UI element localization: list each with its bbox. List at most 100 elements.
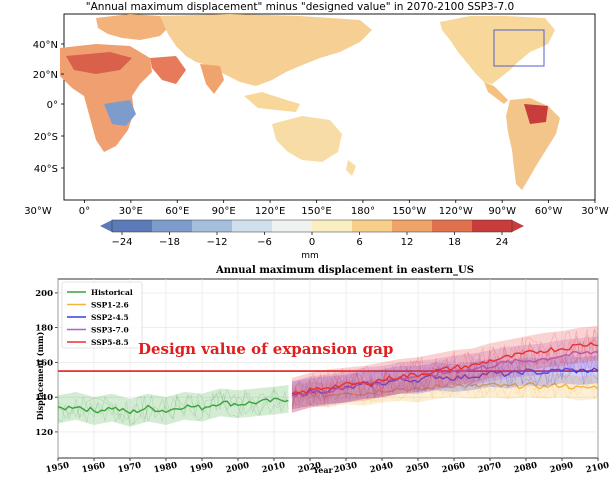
lon-tick-label: 60°E xyxy=(165,206,189,217)
series-member-SSP2-4.5 xyxy=(291,357,599,407)
series-band-SSP2-4.5 xyxy=(292,355,598,410)
legend-label: Historical xyxy=(91,288,133,297)
colorbar-segment xyxy=(312,220,353,232)
map-panel: "Annual maximum displacement" minus "des… xyxy=(24,1,609,261)
x-tick-label: 1960 xyxy=(81,461,106,476)
maritime-se-asia xyxy=(244,92,300,112)
series-member-Historical xyxy=(57,386,289,425)
x-tick-label: 2100 xyxy=(585,461,610,476)
series-member-SSP5-8.5 xyxy=(291,328,599,409)
arabia xyxy=(150,56,186,84)
series-member-SSP2-4.5 xyxy=(291,358,599,407)
x-tick-label: 1950 xyxy=(45,461,70,476)
y-tick-label: 200 xyxy=(35,289,53,299)
plot-frame xyxy=(57,278,599,459)
australia xyxy=(272,116,342,162)
colorbar-tick-label: −6 xyxy=(257,237,272,248)
colorbar-tick-label: 24 xyxy=(496,237,509,248)
series-band-SSP5-8.5 xyxy=(292,325,598,413)
colorbar-tick-label: 12 xyxy=(401,237,414,248)
amazon-positive xyxy=(524,104,548,124)
legend-box xyxy=(61,281,143,349)
series-band-SSP3-7.0 xyxy=(292,336,598,413)
series-line-SSP1-2.6 xyxy=(291,382,599,398)
colorbar-tick-label: 18 xyxy=(448,237,461,248)
colorbar-tick-label: 0 xyxy=(309,237,315,248)
x-tick-label: 1990 xyxy=(189,461,214,476)
x-tick-label: 2060 xyxy=(441,461,466,476)
lon-tick-label: 0° xyxy=(79,206,90,217)
colorbar-segment xyxy=(272,220,313,232)
line-chart-title: Annual maximum displacement in eastern_U… xyxy=(215,265,474,276)
colorbar-segment xyxy=(472,220,513,232)
colorbar-segment xyxy=(392,220,433,232)
colorbar-segment xyxy=(192,220,233,232)
colorbar-tick-label: 6 xyxy=(356,237,362,248)
india xyxy=(200,64,224,94)
lat-tick-label: 40°N xyxy=(33,40,58,51)
legend-label: SSP2-4.5 xyxy=(91,313,129,322)
lon-tick-label: 60°W xyxy=(535,206,563,217)
eastern-us-box xyxy=(493,29,545,67)
lon-tick-label: 120°W xyxy=(439,206,473,217)
new-zealand xyxy=(346,160,356,176)
x-tick-label: 1970 xyxy=(117,461,142,476)
x-tick-label: 1980 xyxy=(153,461,178,476)
colorbar-low-arrow xyxy=(100,220,112,232)
colorbar-tick-label: −24 xyxy=(111,237,132,248)
x-tick-label: 2040 xyxy=(369,461,394,476)
lat-tick-label: 40°S xyxy=(34,164,58,175)
series-member-SSP2-4.5 xyxy=(291,354,599,404)
x-tick-label: 2000 xyxy=(225,461,250,476)
y-tick-label: 140 xyxy=(35,393,53,403)
colorbar-segment xyxy=(432,220,473,232)
lat-tick-label: 20°S xyxy=(34,132,58,143)
colorbar-high-arrow xyxy=(512,220,524,232)
colorbar-segment xyxy=(352,220,393,232)
legend-label: SSP5-8.5 xyxy=(91,338,129,347)
map-title: "Annual maximum displacement" minus "des… xyxy=(86,1,514,13)
africa-east-negative xyxy=(104,100,136,126)
lon-tick-label: 30°W xyxy=(581,206,609,217)
y-tick-label: 160 xyxy=(35,358,53,368)
plot-area: 120 140 160 180 200 1950 1960 1970 1980 1990 2000 2… xyxy=(35,278,610,476)
colorbar-tick-label: −18 xyxy=(159,237,180,248)
lat-tick-label: 0° xyxy=(47,100,58,111)
lat-tick-label: 20°N xyxy=(33,70,58,81)
series-member-SSP3-7.0 xyxy=(291,337,599,409)
north-america xyxy=(440,16,555,84)
x-tick-label: 2050 xyxy=(405,461,430,476)
series-member-SSP3-7.0 xyxy=(291,339,599,407)
land-fill xyxy=(60,14,560,190)
lon-tick-label: 180° xyxy=(351,206,375,217)
sahara-positive xyxy=(66,52,132,74)
x-tick-label: 2020 xyxy=(297,461,322,476)
colorbar-segment xyxy=(232,220,273,232)
lon-tick-label: 150°W xyxy=(392,206,426,217)
line-chart: Annual maximum displacement in eastern_U… xyxy=(35,265,610,476)
lon-tick-label: 30°E xyxy=(119,206,143,217)
lon-tick-label: 30°W xyxy=(24,206,52,217)
y-axis-label: Displacement (mm) xyxy=(35,331,45,420)
colorbar-unit: mm xyxy=(301,251,319,261)
x-tick-label: 2080 xyxy=(513,461,538,476)
x-tick-label: 2010 xyxy=(261,461,286,476)
series-member-SSP5-8.5 xyxy=(291,328,599,406)
series-line-SSP5-8.5 xyxy=(291,342,599,395)
lon-tick-label: 120°E xyxy=(255,206,285,217)
series-member-SSP1-2.6 xyxy=(291,373,599,409)
colorbar-tick-label: −12 xyxy=(206,237,227,248)
lon-axis: 30°W 0° 30°E 60°E 90°E 120°E 150°E 180° 150°W 120… xyxy=(24,200,609,217)
colorbar-segment xyxy=(112,220,153,232)
map-figure: "Annual maximum displacement" minus "des… xyxy=(24,1,609,261)
legend: Historical SSP1-2.6 SSP2-4.5 SSP3-7.0 SSP5-8… xyxy=(61,281,143,349)
series-band-Historical xyxy=(58,385,289,427)
lon-tick-label: 90°W xyxy=(488,206,516,217)
central-america xyxy=(484,82,508,104)
lon-tick-label: 150°E xyxy=(301,206,331,217)
y-tick-label: 180 xyxy=(35,324,53,334)
x-axis-label: Year xyxy=(312,465,333,475)
south-america xyxy=(506,98,560,190)
series-line-SSP3-7.0 xyxy=(291,350,599,398)
europe xyxy=(96,14,170,40)
